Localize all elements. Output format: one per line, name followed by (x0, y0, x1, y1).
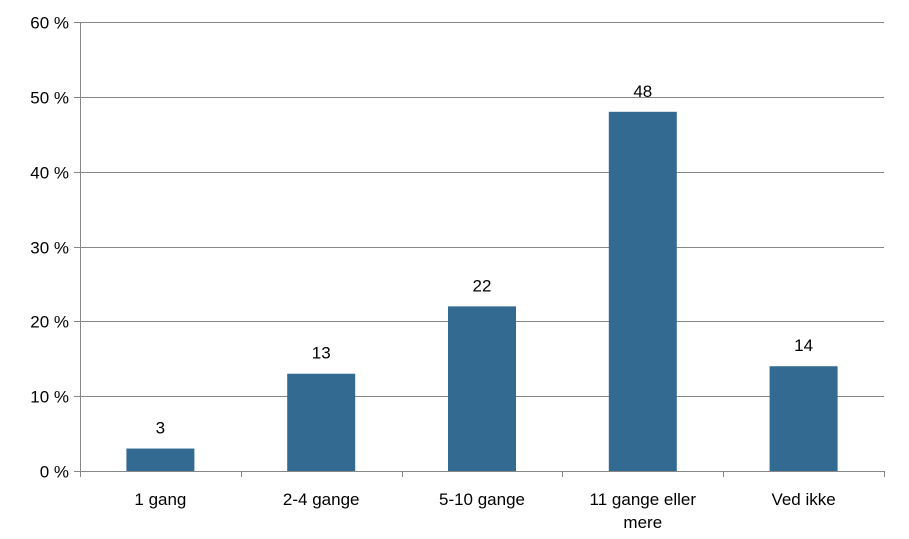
bar (448, 306, 516, 471)
y-axis-tick-label: 40 % (30, 164, 69, 183)
y-axis-tick-labels: 0 % 10 % 20 % 30 % 40 % 50 % 60 % (30, 14, 69, 482)
bar (287, 373, 356, 471)
gridlines (80, 22, 884, 397)
x-axis-tick-label-line: mere (623, 513, 662, 532)
x-axis-tick-label-line: Ved ikke (771, 490, 835, 509)
bar (769, 366, 838, 471)
y-axis-tick-label: 10 % (30, 388, 69, 407)
x-axis-tick-label: 11 gange eller mere (590, 490, 697, 532)
y-axis-tick-label: 20 % (30, 313, 69, 332)
x-axis-tick-label-line: 5-10 gange (439, 490, 525, 509)
axes (74, 22, 885, 477)
y-axis-tick-label: 60 % (30, 14, 69, 33)
x-axis-tick-label: 5-10 gange (439, 490, 525, 509)
data-label: 14 (794, 336, 813, 355)
data-label: 13 (312, 344, 331, 363)
x-axis-tick-labels: 1 gang 2-4 gange 5-10 gange 11 gange eller m… (134, 490, 835, 532)
bar (608, 111, 677, 472)
x-axis-tick-label-line: 2-4 gange (283, 490, 360, 509)
data-labels: 3 13 22 48 14 (156, 82, 813, 438)
data-label: 48 (633, 82, 652, 101)
y-axis-tick-label: 30 % (30, 239, 69, 258)
data-label: 22 (473, 276, 492, 295)
x-axis-tick-label: 2-4 gange (283, 490, 360, 509)
bar (126, 448, 195, 471)
x-axis-tick-label: Ved ikke (771, 490, 835, 509)
x-axis-tick-label-line: 11 gange eller (590, 490, 697, 509)
bars (126, 111, 838, 472)
y-axis-tick-label: 50 % (30, 89, 69, 108)
y-axis-tick-label: 0 % (40, 463, 69, 482)
data-label: 3 (156, 419, 165, 438)
x-axis-tick-label: 1 gang (134, 490, 186, 509)
x-axis-tick-label-line: 1 gang (134, 490, 186, 509)
